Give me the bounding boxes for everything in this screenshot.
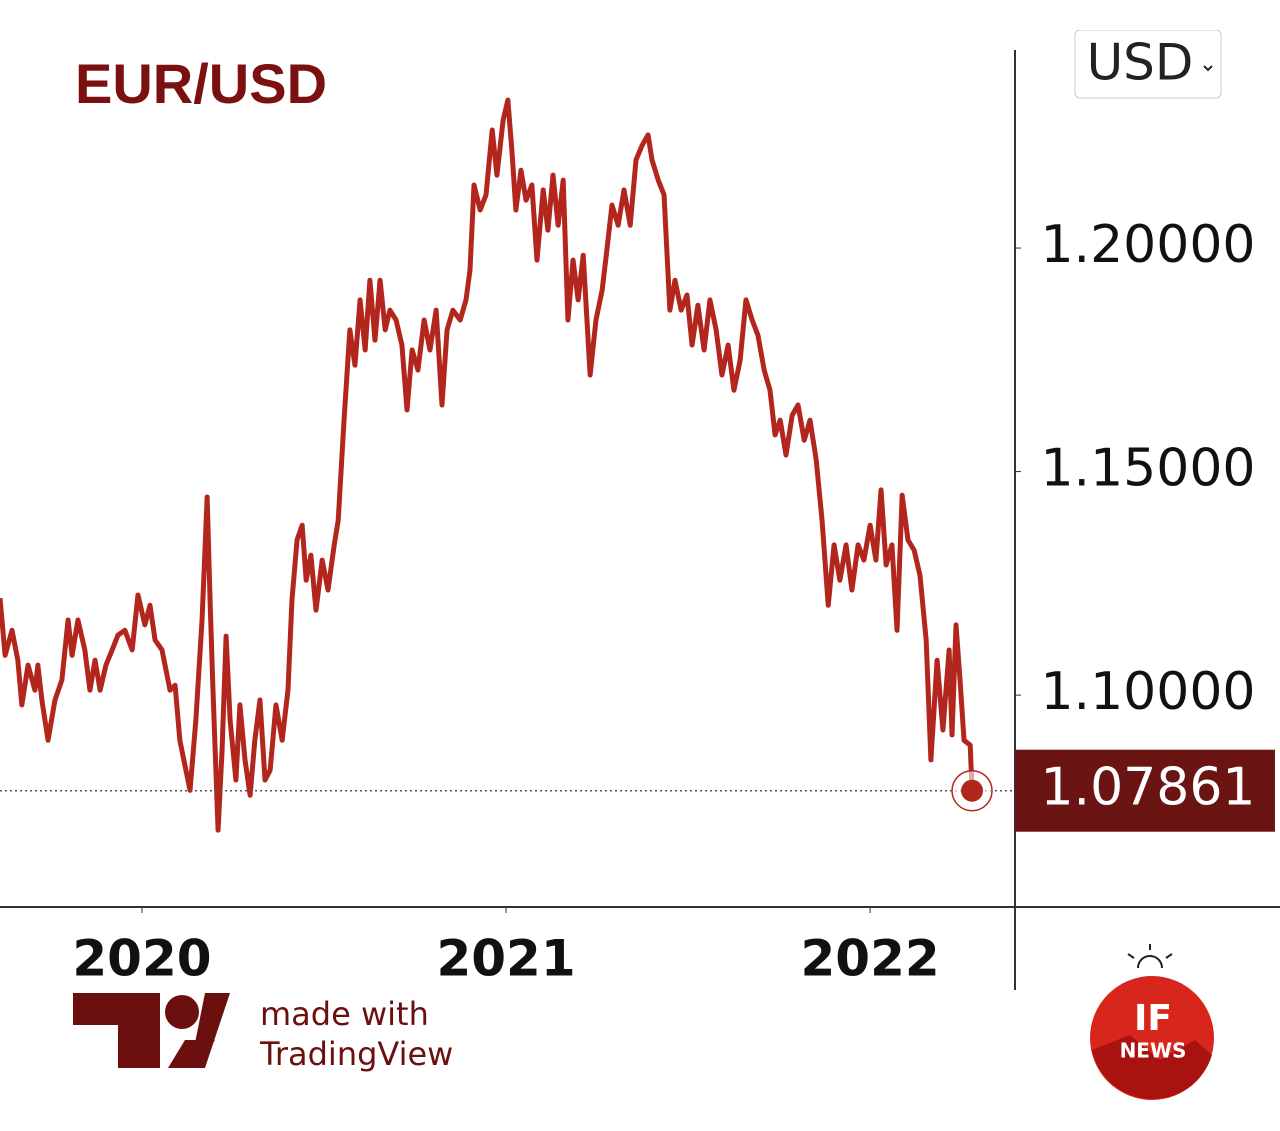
last-point [961,779,984,802]
y-tick-label: 1.10000 [1040,662,1255,722]
price-line [0,97,975,833]
x-tick-label: 2021 [436,930,575,988]
dropdown-arrow [1203,65,1213,72]
x-tick-label: 2022 [801,930,940,988]
y-tick-label: 1.20000 [1040,215,1255,275]
price-label-box [1015,749,1275,832]
logo-text: IF [1134,998,1172,1039]
logo-shape [1092,1035,1212,1100]
price-label: 1.07861 [1040,758,1255,818]
x-tick-label: 2020 [72,930,211,988]
logo-shape [168,993,230,1068]
logo-shape [73,993,160,1068]
top-mask [1000,0,1280,30]
tradingview-logo [73,993,230,1068]
made-with: made with [260,995,429,1033]
logo-text: NEWS [1120,1039,1187,1063]
brand: TradingView [259,1035,453,1073]
plot [0,97,1015,833]
chart-title: EUR/USD [75,52,327,115]
logo-sun [1127,944,1173,969]
ifnews-logo: IF NEWS [1090,944,1214,1100]
currency-label[interactable]: USD [1087,34,1194,92]
y-tick-label: 1.15000 [1040,439,1255,499]
logo-shape [165,995,199,1029]
